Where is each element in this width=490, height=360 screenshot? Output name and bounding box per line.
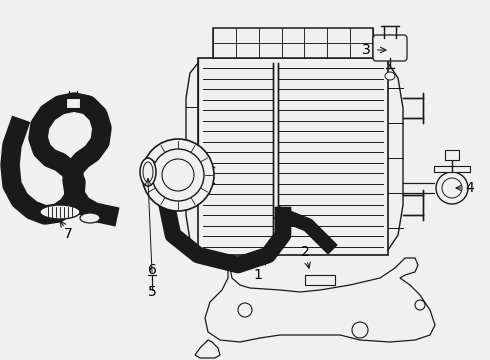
Text: 2: 2	[301, 245, 309, 259]
Bar	[434, 166, 470, 172]
Text: 4: 4	[466, 181, 474, 195]
Circle shape	[142, 139, 214, 211]
Polygon shape	[205, 258, 435, 342]
Ellipse shape	[40, 205, 80, 219]
Text: 1: 1	[253, 268, 263, 282]
Bar	[305, 275, 335, 285]
Text: 3: 3	[362, 43, 370, 57]
Polygon shape	[195, 340, 220, 358]
Circle shape	[238, 303, 252, 317]
FancyBboxPatch shape	[373, 35, 407, 61]
Bar	[213, 28, 373, 58]
Ellipse shape	[143, 162, 153, 182]
Bar	[198, 58, 388, 255]
Circle shape	[415, 300, 425, 310]
Text: 7: 7	[64, 227, 73, 241]
Text: 6: 6	[147, 263, 156, 277]
Circle shape	[352, 322, 368, 338]
Ellipse shape	[80, 213, 100, 223]
Circle shape	[436, 172, 468, 204]
Text: 5: 5	[147, 285, 156, 299]
Bar	[66, 98, 80, 108]
Ellipse shape	[385, 72, 395, 80]
Ellipse shape	[140, 158, 156, 186]
Bar	[445, 150, 459, 160]
